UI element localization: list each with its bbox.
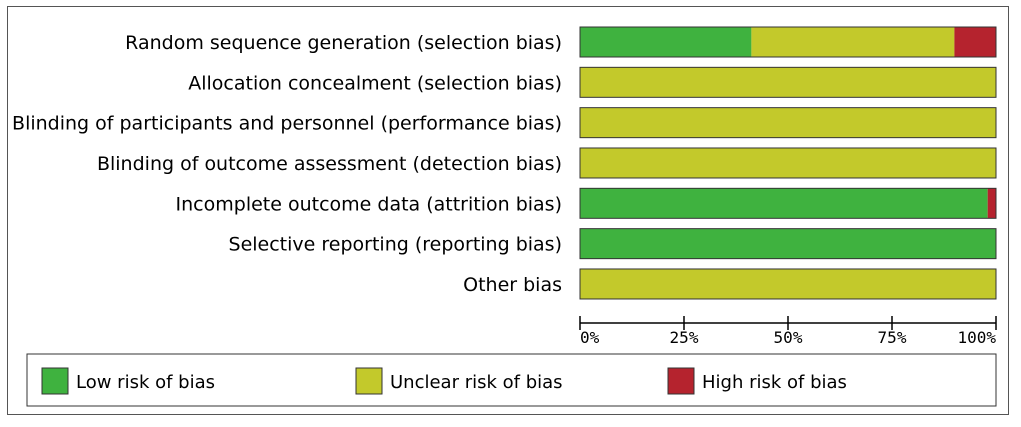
bar-outline bbox=[579, 187, 997, 219]
row-label: Incomplete outcome data (attrition bias) bbox=[176, 193, 562, 215]
legend-swatch bbox=[355, 367, 383, 395]
legend-swatch bbox=[41, 367, 69, 395]
legend-label: High risk of bias bbox=[702, 372, 847, 393]
row-label: Blinding of outcome assessment (detectio… bbox=[97, 153, 562, 175]
bar-segment bbox=[954, 27, 996, 57]
row-label: Allocation concealment (selection bias) bbox=[188, 72, 562, 94]
bar-segment bbox=[580, 228, 996, 259]
bar-segment bbox=[580, 147, 996, 178]
x-tick-label: 75% bbox=[878, 328, 907, 347]
row-label: Other bias bbox=[463, 274, 562, 296]
x-tick-label: 50% bbox=[774, 328, 803, 347]
bar-segment bbox=[580, 268, 996, 299]
x-tick-label: 0% bbox=[580, 328, 600, 347]
bar-outline bbox=[579, 228, 997, 260]
x-axis: 0% 25% 50% 75% 100% bbox=[579, 316, 997, 347]
row-label: Blinding of participants and personnel (… bbox=[12, 113, 562, 135]
bar-segment bbox=[580, 67, 996, 98]
bar-outline bbox=[579, 26, 997, 58]
legend-label: Low risk of bias bbox=[76, 372, 215, 393]
bar-segment bbox=[580, 188, 988, 219]
bar-segment bbox=[580, 27, 752, 57]
bar-outline bbox=[579, 66, 997, 98]
row-label: Selective reporting (reporting bias) bbox=[229, 234, 562, 256]
bar-segment bbox=[751, 27, 955, 57]
row-label: Random sequence generation (selection bi… bbox=[125, 32, 562, 54]
bar-segment bbox=[580, 107, 996, 138]
bar-segment bbox=[987, 188, 996, 219]
bar-outline bbox=[579, 268, 997, 300]
legend-box bbox=[26, 353, 997, 407]
legend-label: Unclear risk of bias bbox=[390, 372, 563, 393]
bar-outline bbox=[579, 147, 997, 179]
row-labels-group: Random sequence generation (selection bi… bbox=[12, 32, 562, 296]
bars-group bbox=[579, 26, 997, 300]
bar-outline bbox=[579, 107, 997, 139]
x-tick-label: 100% bbox=[957, 328, 996, 347]
legend-swatch bbox=[667, 367, 695, 395]
x-tick-label: 25% bbox=[670, 328, 699, 347]
legend: Low risk of bias Unclear risk of bias High… bbox=[26, 353, 997, 407]
